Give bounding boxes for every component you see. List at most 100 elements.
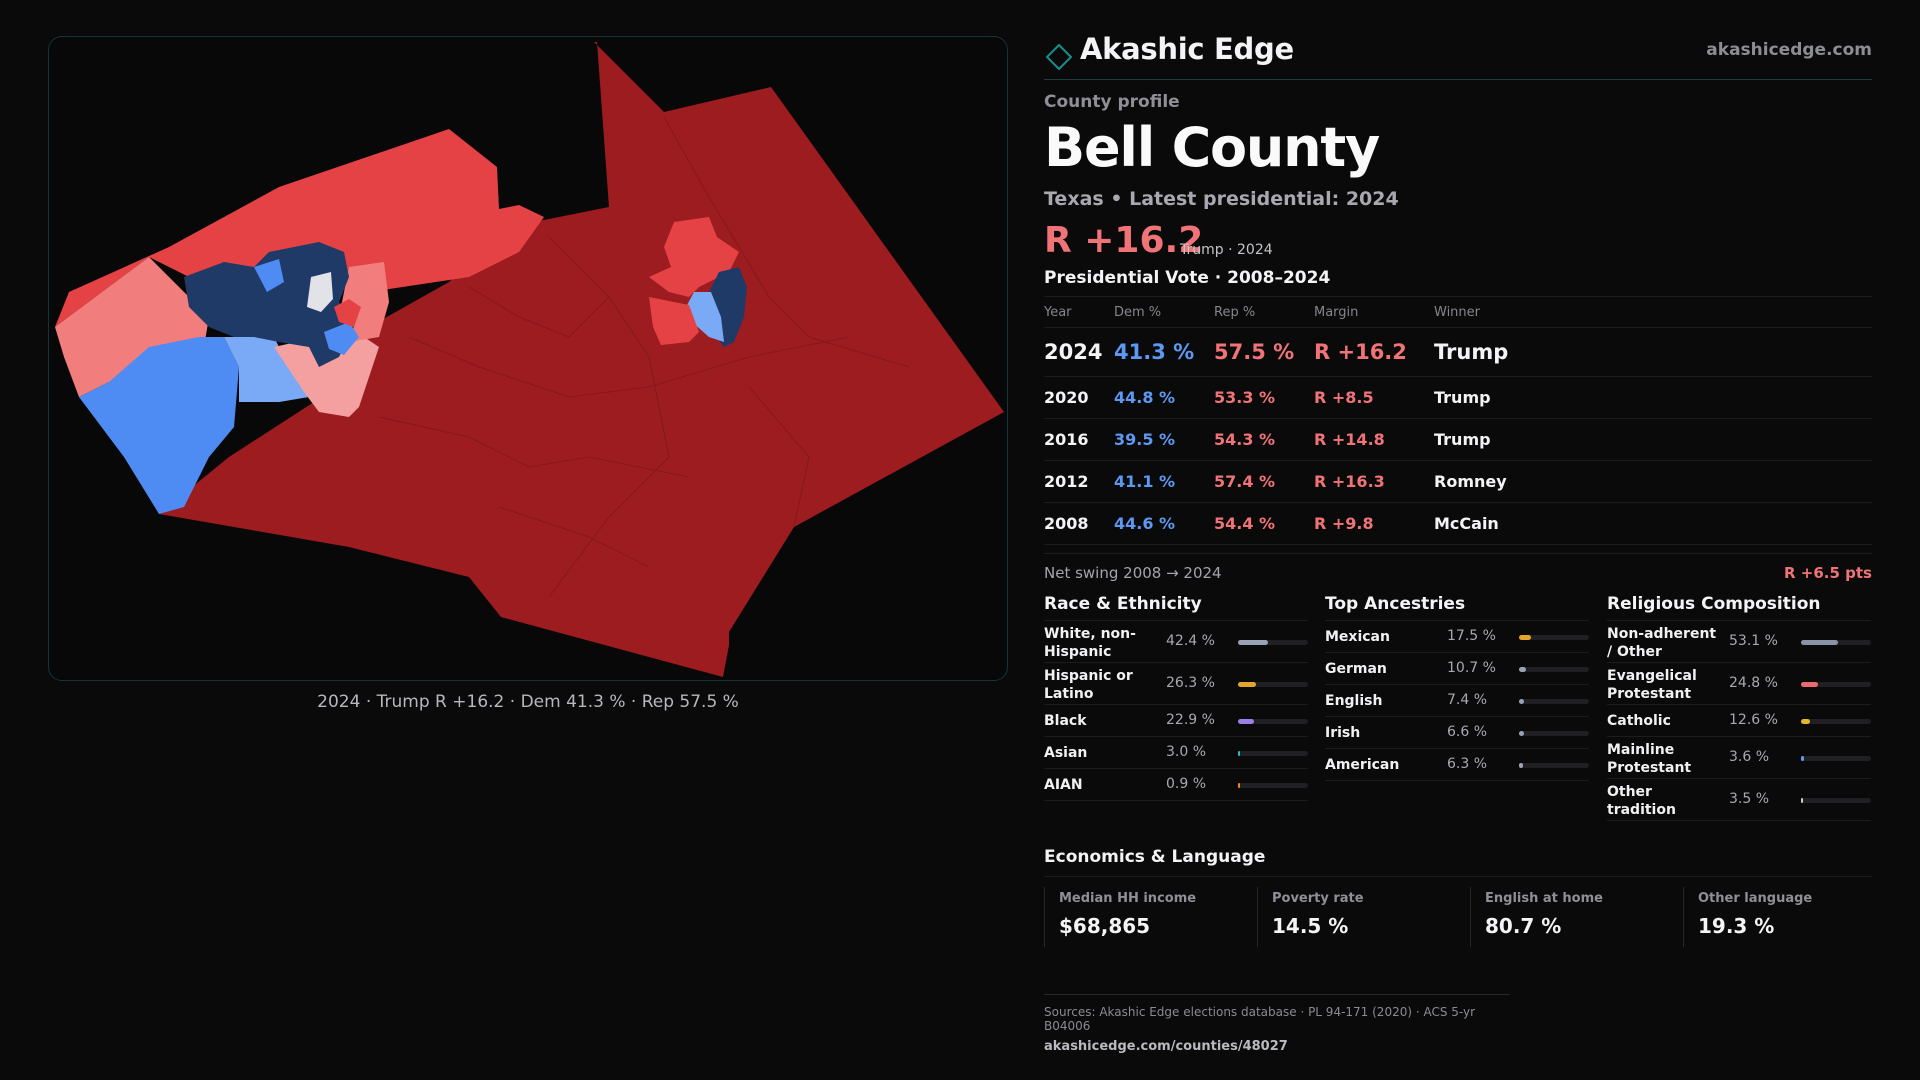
map-region-east[interactable]: [159, 42, 1004, 677]
demographic-bar-fill: [1801, 798, 1804, 803]
demographic-bar-fill: [1238, 640, 1268, 645]
econ-card-income: Median HH income $68,865: [1044, 887, 1248, 947]
demographic-bar-fill: [1801, 719, 1810, 724]
headline-margin: R +16.2: [1044, 220, 1204, 261]
cell-year: 2008: [1044, 502, 1114, 545]
map-region-cluster-redbit[interactable]: [334, 299, 361, 327]
cell-year: 2024: [1044, 327, 1114, 377]
demographic-bar-track: [1238, 783, 1308, 788]
table-row: 2008 44.6 % 54.4 % R +9.8 McCain: [1044, 502, 1872, 545]
race-heading: Race & Ethnicity: [1044, 591, 1308, 621]
demographic-bar-fill: [1238, 783, 1240, 788]
demographic-label: Non-adherent / Other: [1607, 626, 1717, 660]
brand-name: Akashic Edge: [1080, 32, 1294, 66]
religion-heading: Religious Composition: [1607, 591, 1871, 621]
map-region-north[interactable]: [55, 129, 544, 327]
econ-card-label: Poverty rate: [1272, 891, 1364, 906]
cell-margin: R +9.8: [1314, 502, 1434, 545]
demographic-bar-track: [1238, 719, 1308, 724]
net-swing-row: Net swing 2008 → 2024 R +6.5 pts: [1044, 553, 1872, 587]
demographic-value: 6.6 %: [1447, 724, 1488, 740]
demographic-label: Catholic: [1607, 713, 1671, 729]
demographic-value: 12.6 %: [1729, 712, 1778, 728]
map-region-neutral[interactable]: [307, 272, 333, 312]
cell-winner: Trump: [1434, 418, 1872, 461]
demographic-bar-track: [1519, 667, 1589, 672]
demographic-label: AIAN: [1044, 777, 1083, 793]
cell-year: 2012: [1044, 460, 1114, 503]
demographic-value: 24.8 %: [1729, 675, 1778, 691]
map-region-pale-center[interactable]: [274, 327, 379, 417]
map-region-temple-lightdem[interactable]: [686, 292, 724, 342]
col-header-margin: Margin: [1314, 296, 1434, 328]
county-precinct-map[interactable]: [49, 37, 1008, 681]
demographic-value: 17.5 %: [1447, 628, 1496, 644]
demographic-row: Catholic 12.6 %: [1607, 705, 1871, 737]
demographic-bar-fill: [1801, 682, 1819, 687]
map-region-cluster-bluebit[interactable]: [254, 259, 284, 292]
demographic-label: Asian: [1044, 745, 1088, 761]
cell-margin: R +8.5: [1314, 376, 1434, 419]
brand-url-link[interactable]: akashicedge.com: [1706, 40, 1872, 60]
demographic-bar-track: [1801, 682, 1871, 687]
map-region-killeen-dem[interactable]: [184, 242, 354, 367]
demographic-bar-fill: [1238, 719, 1255, 724]
cell-winner: Trump: [1434, 327, 1872, 377]
demographic-row: Irish 6.6 %: [1325, 717, 1589, 749]
demographic-row: Asian 3.0 %: [1044, 737, 1308, 769]
map-region-southwest-dem[interactable]: [79, 337, 239, 514]
demographic-row: German 10.7 %: [1325, 653, 1589, 685]
cell-dem: 44.8 %: [1114, 376, 1214, 419]
demographic-bar-track: [1238, 751, 1308, 756]
diamond-logo-icon: [1046, 44, 1072, 70]
demographic-row: Hispanic or Latino 26.3 %: [1044, 663, 1308, 705]
demographic-value: 3.6 %: [1729, 749, 1770, 765]
econ-card-english: English at home 80.7 %: [1470, 887, 1674, 947]
demographic-value: 53.1 %: [1729, 633, 1778, 649]
cell-rep: 53.3 %: [1214, 376, 1314, 419]
cell-rep: 57.5 %: [1214, 327, 1314, 377]
map-region-temple-southred[interactable]: [649, 297, 699, 345]
col-header-dem: Dem %: [1114, 296, 1214, 328]
demographic-bar-fill: [1519, 699, 1525, 704]
table-row: 2016 39.5 % 54.3 % R +14.8 Trump: [1044, 418, 1872, 461]
brand-header: Akashic Edge akashicedge.com: [1044, 28, 1872, 80]
county-profile-panel: Akashic Edge akashicedge.com County prof…: [1044, 28, 1872, 1054]
net-swing-value: R +6.5 pts: [1784, 564, 1872, 582]
demographic-bar-track: [1519, 699, 1589, 704]
vote-table-header: Year Dem % Rep % Margin Winner: [1044, 296, 1872, 328]
econ-card-value: 19.3 %: [1698, 914, 1775, 938]
econ-card-label: Other language: [1698, 891, 1813, 906]
cell-rep: 57.4 %: [1214, 460, 1314, 503]
demographic-label: Hispanic or Latino: [1044, 668, 1133, 702]
econ-card-value: 14.5 %: [1272, 914, 1349, 938]
demographic-row: White, non-Hispanic 42.4 %: [1044, 621, 1308, 663]
cell-margin: R +14.8: [1314, 418, 1434, 461]
county-map-panel[interactable]: [48, 36, 1008, 681]
demographic-row: English 7.4 %: [1325, 685, 1589, 717]
headline-margin-tag: Trump · 2024: [1180, 242, 1273, 258]
demographics-section: Race & Ethnicity White, non-Hispanic 42.4…: [1044, 591, 1872, 841]
cell-winner: Romney: [1434, 460, 1872, 503]
demographic-row: Other tradition 3.5 %: [1607, 779, 1871, 821]
demographic-bar-fill: [1801, 640, 1839, 645]
cell-dem: 39.5 %: [1114, 418, 1214, 461]
county-permalink[interactable]: akashicedge.com/counties/48027: [1044, 1039, 1288, 1054]
demographic-value: 10.7 %: [1447, 660, 1496, 676]
col-header-rep: Rep %: [1214, 296, 1314, 328]
vote-history-heading: Presidential Vote · 2008–2024: [1044, 268, 1331, 288]
demographic-bar-track: [1238, 640, 1308, 645]
map-caption: 2024 · Trump R +16.2 · Dem 41.3 % · Rep …: [317, 692, 739, 712]
map-region-lightdem-west[interactable]: [224, 337, 309, 402]
demographic-bar-fill: [1519, 667, 1527, 672]
demographic-bar-track: [1519, 635, 1589, 640]
table-row: 2012 41.1 % 57.4 % R +16.3 Romney: [1044, 460, 1872, 503]
econ-card-label: Median HH income: [1059, 891, 1197, 906]
demographic-value: 3.0 %: [1166, 744, 1207, 760]
demographic-bar-fill: [1519, 635, 1532, 640]
demographic-value: 42.4 %: [1166, 633, 1215, 649]
demographic-bar-track: [1519, 763, 1589, 768]
demographic-label: Mexican: [1325, 629, 1390, 645]
map-region-cluster-bluebit-2[interactable]: [324, 322, 359, 355]
econ-card-value: 80.7 %: [1485, 914, 1562, 938]
